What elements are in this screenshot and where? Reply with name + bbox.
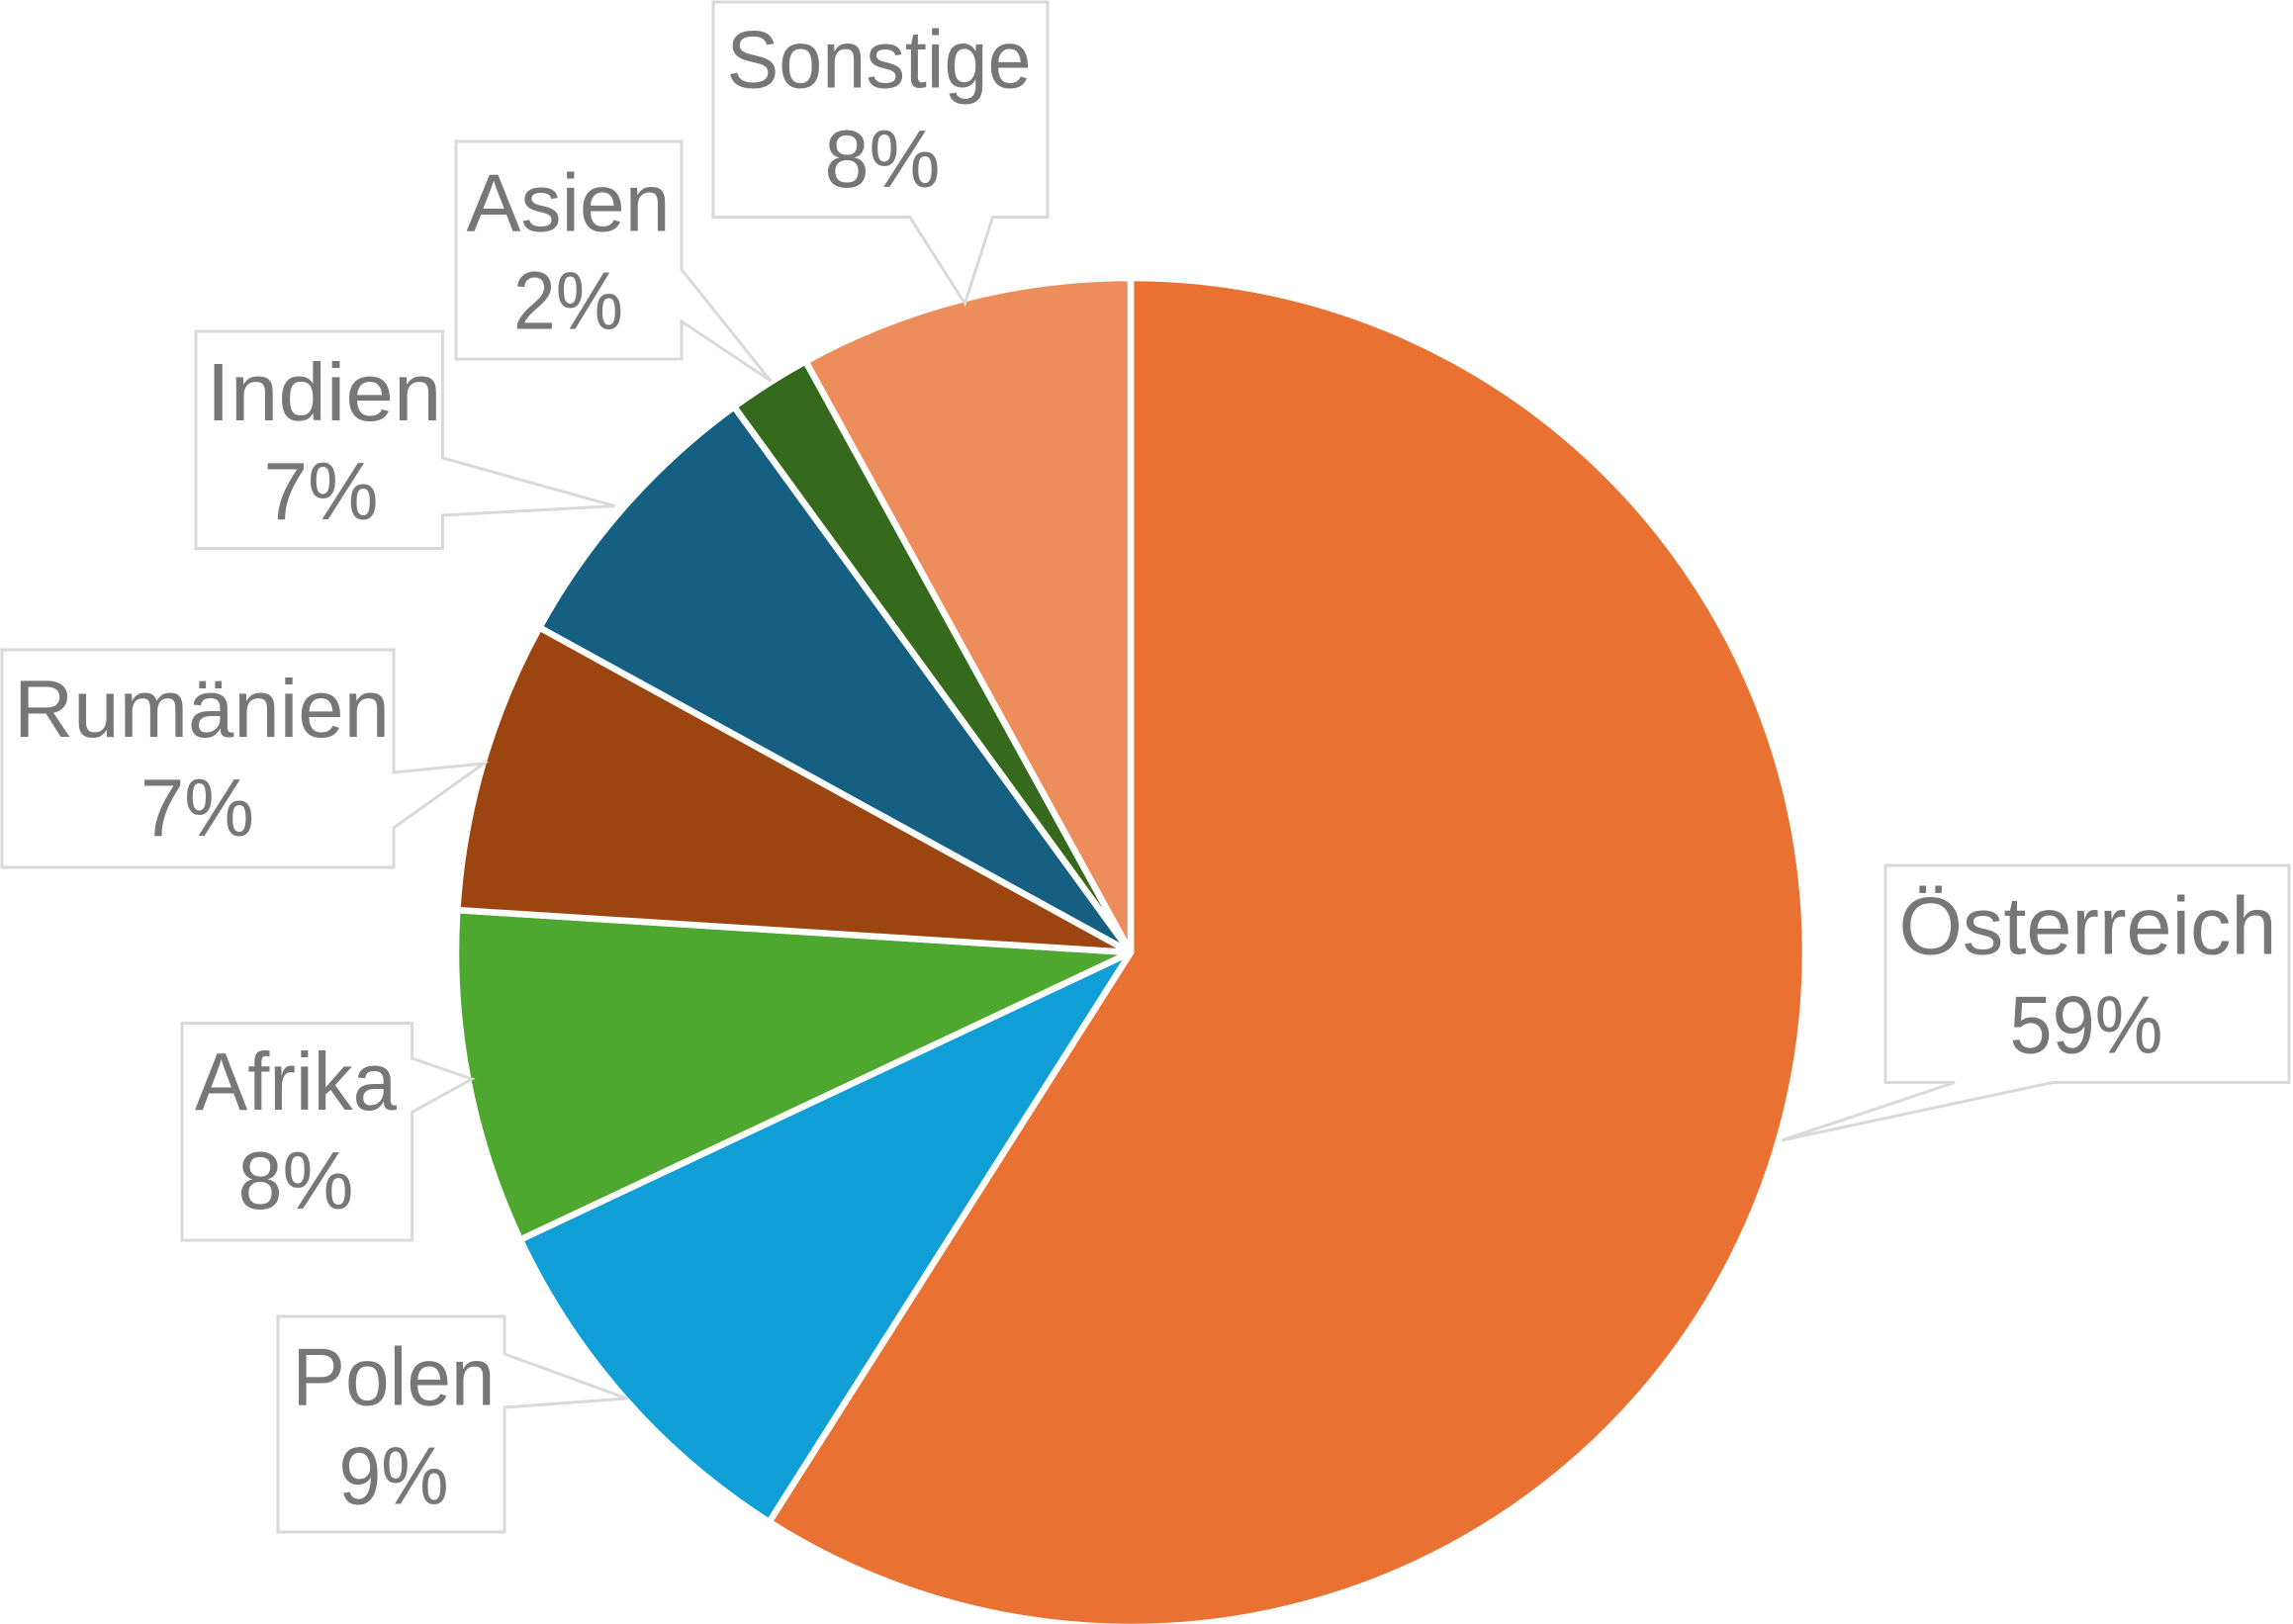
svg-text:Indien: Indien bbox=[207, 346, 442, 438]
svg-text:59%: 59% bbox=[2010, 979, 2163, 1071]
svg-text:Österreich: Österreich bbox=[1899, 880, 2277, 972]
svg-text:Asien: Asien bbox=[467, 157, 671, 249]
svg-text:Rumänien: Rumänien bbox=[14, 663, 390, 755]
svg-text:9%: 9% bbox=[339, 1430, 449, 1522]
svg-text:Afrika: Afrika bbox=[195, 1036, 398, 1128]
svg-text:7%: 7% bbox=[140, 762, 254, 854]
svg-text:Sonstige: Sonstige bbox=[727, 14, 1032, 106]
svg-text:7%: 7% bbox=[264, 445, 379, 537]
svg-text:2%: 2% bbox=[513, 255, 623, 347]
svg-text:8%: 8% bbox=[238, 1134, 354, 1226]
svg-text:8%: 8% bbox=[825, 113, 941, 205]
svg-text:Polen: Polen bbox=[293, 1331, 496, 1423]
